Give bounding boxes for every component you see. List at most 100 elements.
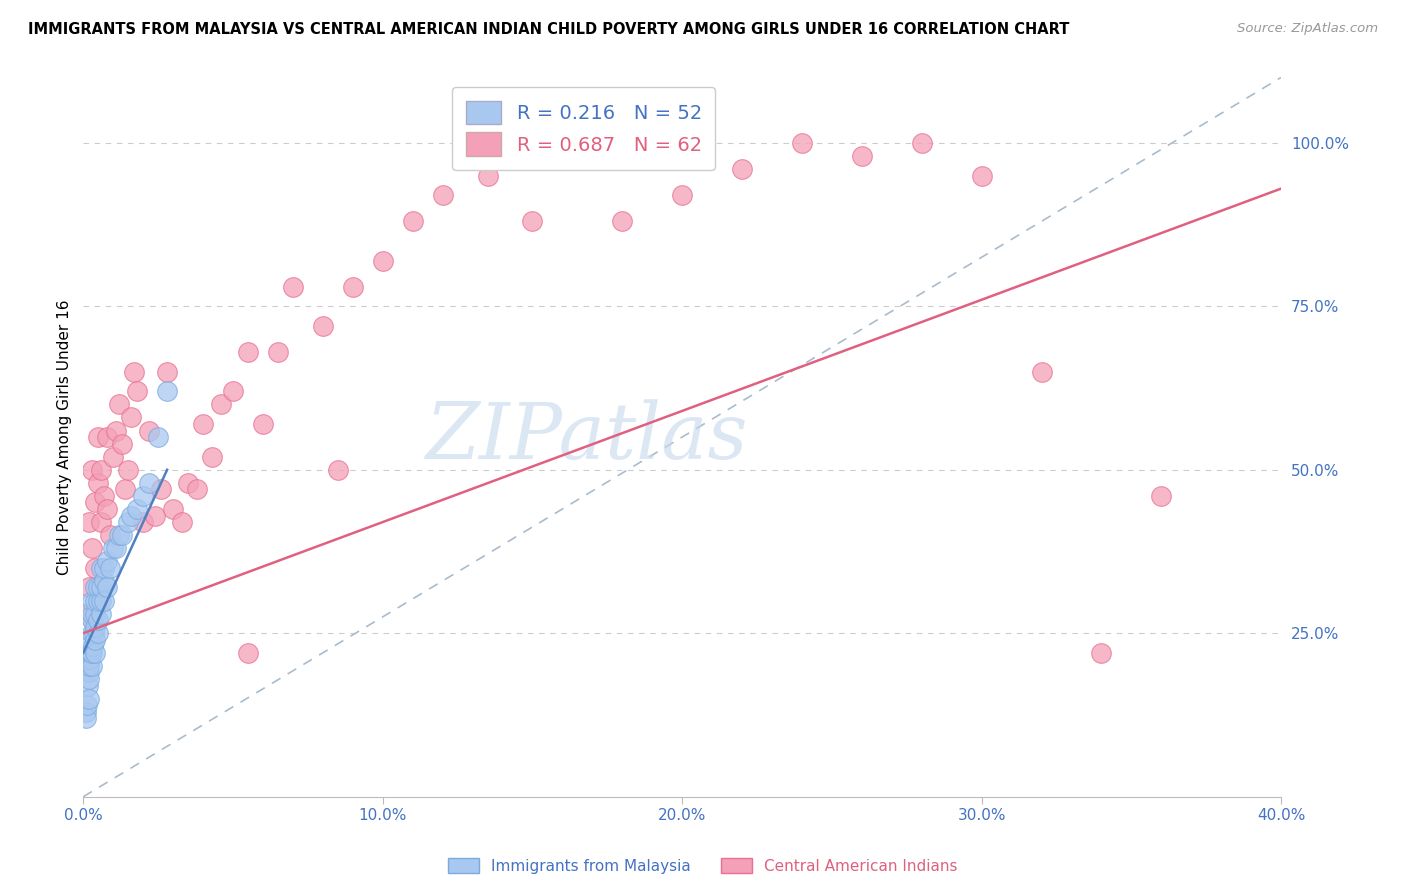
Point (75, 705, 97, 719)
Point (90, 463, 112, 477)
Point (84, 632, 107, 647)
Point (177, 475, 200, 490)
Point (77, 646, 100, 660)
Point (87, 581, 110, 595)
Point (120, 410, 142, 425)
Point (1090, 646, 1112, 660)
Point (522, 214, 544, 228)
Point (122, 365, 145, 379)
Point (87, 626, 110, 640)
Point (222, 384, 245, 399)
Point (93, 574, 115, 588)
Text: Source: ZipAtlas.com: Source: ZipAtlas.com (1237, 22, 1378, 36)
Point (851, 149, 873, 163)
Point (75, 607, 97, 621)
Legend: Immigrants from Malaysia, Central American Indians: Immigrants from Malaysia, Central Americ… (443, 852, 963, 880)
Point (162, 502, 184, 516)
Text: IMMIGRANTS FROM MALAYSIA VS CENTRAL AMERICAN INDIAN CHILD POVERTY AMONG GIRLS UN: IMMIGRANTS FROM MALAYSIA VS CENTRAL AMER… (28, 22, 1070, 37)
Y-axis label: Child Poverty Among Girls Under 16: Child Poverty Among Girls Under 16 (58, 300, 72, 574)
Point (90, 593, 112, 607)
Point (117, 463, 139, 477)
Point (267, 345, 290, 359)
Text: ZIPatlas: ZIPatlas (425, 399, 748, 475)
Point (84, 593, 107, 607)
Point (252, 417, 274, 431)
Point (236, 345, 259, 359)
Point (84, 581, 107, 595)
Point (201, 450, 224, 464)
Point (77, 515, 100, 529)
Point (77, 691, 100, 706)
Point (96, 502, 118, 516)
Point (114, 483, 136, 497)
Point (790, 136, 813, 150)
Point (371, 253, 394, 268)
Legend: R = 0.216   N = 52, R = 0.687   N = 62: R = 0.216 N = 52, R = 0.687 N = 62 (453, 87, 716, 169)
Point (111, 528, 134, 542)
Point (98, 528, 121, 542)
Point (82, 607, 104, 621)
Point (98, 561, 121, 575)
Point (84, 561, 107, 575)
Point (84, 646, 107, 660)
Point (83, 626, 105, 640)
Point (671, 188, 693, 202)
Point (82, 659, 104, 673)
Point (77, 640, 100, 654)
Point (103, 450, 125, 464)
Point (90, 515, 112, 529)
Point (87, 475, 110, 490)
Point (127, 502, 149, 516)
Point (146, 430, 169, 444)
Point (156, 365, 179, 379)
Point (342, 279, 364, 293)
Point (82, 640, 104, 654)
Point (522, 136, 544, 150)
Point (82, 626, 104, 640)
Point (90, 561, 112, 575)
Point (77, 665, 100, 680)
Point (75, 711, 97, 725)
Point (111, 436, 134, 450)
Point (84, 607, 107, 621)
Point (567, 149, 589, 163)
Point (77, 672, 100, 686)
Point (731, 161, 754, 176)
Point (143, 508, 166, 523)
Point (76, 698, 98, 713)
Point (82, 463, 104, 477)
Point (132, 489, 155, 503)
Point (84, 620, 107, 634)
Point (90, 581, 112, 595)
Point (911, 136, 934, 150)
Point (150, 483, 173, 497)
Point (186, 483, 208, 497)
Point (76, 659, 98, 673)
Point (90, 607, 112, 621)
Point (105, 424, 128, 438)
Point (77, 581, 100, 595)
Point (87, 430, 110, 444)
Point (127, 384, 149, 399)
Point (103, 541, 125, 556)
Point (612, 214, 634, 228)
Point (84, 495, 107, 509)
Point (117, 515, 139, 529)
Point (80, 646, 103, 660)
Point (209, 397, 232, 411)
Point (96, 581, 118, 595)
Point (132, 515, 155, 529)
Point (236, 646, 259, 660)
Point (82, 593, 104, 607)
Point (93, 561, 115, 575)
Point (477, 169, 499, 183)
Point (326, 463, 349, 477)
Point (432, 188, 454, 202)
Point (138, 424, 160, 438)
Point (77, 659, 100, 673)
Point (87, 613, 110, 627)
Point (105, 541, 128, 556)
Point (82, 646, 104, 660)
Point (1150, 489, 1173, 503)
Point (120, 508, 142, 523)
